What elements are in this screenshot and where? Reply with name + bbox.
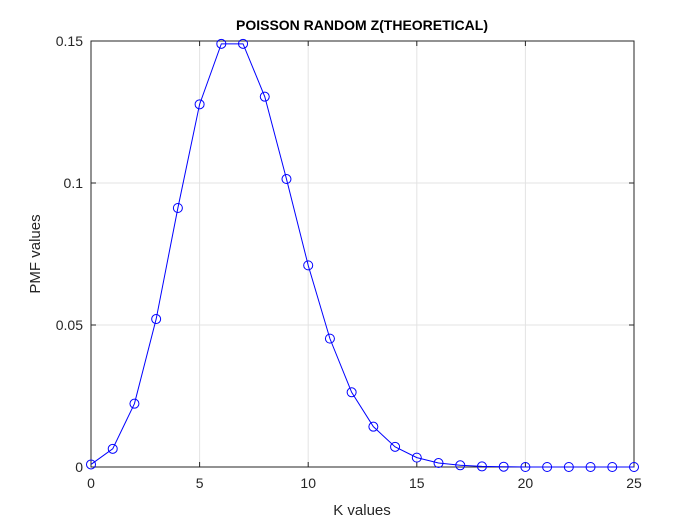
data-point-marker	[411, 452, 422, 463]
data-point-marker	[563, 462, 574, 472]
y-axis-label: PMF values	[27, 214, 44, 293]
x-tick-label: 25	[626, 475, 642, 491]
x-tick-label: 20	[518, 475, 534, 491]
data-point-marker	[129, 398, 140, 409]
series-line	[90, 43, 634, 468]
data-point-marker	[151, 314, 162, 325]
y-tick-label: 0	[75, 459, 83, 475]
data-point-marker	[346, 387, 357, 398]
data-point-marker	[281, 174, 292, 185]
data-point-marker	[520, 462, 531, 472]
data-point-marker	[172, 202, 183, 213]
data-point-marker	[585, 462, 596, 472]
y-tick-label: 0.15	[56, 33, 83, 49]
data-point-marker	[629, 462, 639, 472]
x-tick-label: 15	[409, 475, 425, 491]
chart-title: POISSON RANDOM Z(THEORETICAL)	[236, 17, 488, 33]
data-point-marker	[542, 462, 553, 472]
x-tick-label: 10	[300, 475, 316, 491]
data-point-marker	[476, 461, 487, 472]
data-point-marker	[433, 458, 444, 469]
data-point-marker	[194, 99, 205, 110]
x-tick-label: 0	[87, 475, 95, 491]
data-point-marker	[324, 333, 335, 344]
y-tick-label: 0.05	[56, 317, 83, 333]
x-axis-label: K values	[333, 502, 391, 519]
data-point-marker	[259, 91, 270, 102]
data-point-marker	[86, 459, 96, 470]
data-point-marker	[455, 460, 466, 471]
series	[86, 38, 639, 472]
data-point-marker	[368, 421, 379, 432]
y-tick-label: 0.1	[64, 175, 84, 191]
data-point-marker	[607, 462, 618, 472]
data-point-marker	[238, 38, 249, 49]
x-tick-label: 5	[196, 475, 204, 491]
ticks: 0 5 10 15 20 25 0 0.05 0.1 0.15	[56, 33, 642, 491]
data-point-marker	[390, 441, 401, 452]
data-point-marker	[303, 260, 314, 271]
axes-box	[90, 40, 635, 468]
data-point-marker	[498, 461, 509, 472]
data-point-marker	[107, 443, 118, 454]
data-point-marker	[216, 38, 227, 49]
